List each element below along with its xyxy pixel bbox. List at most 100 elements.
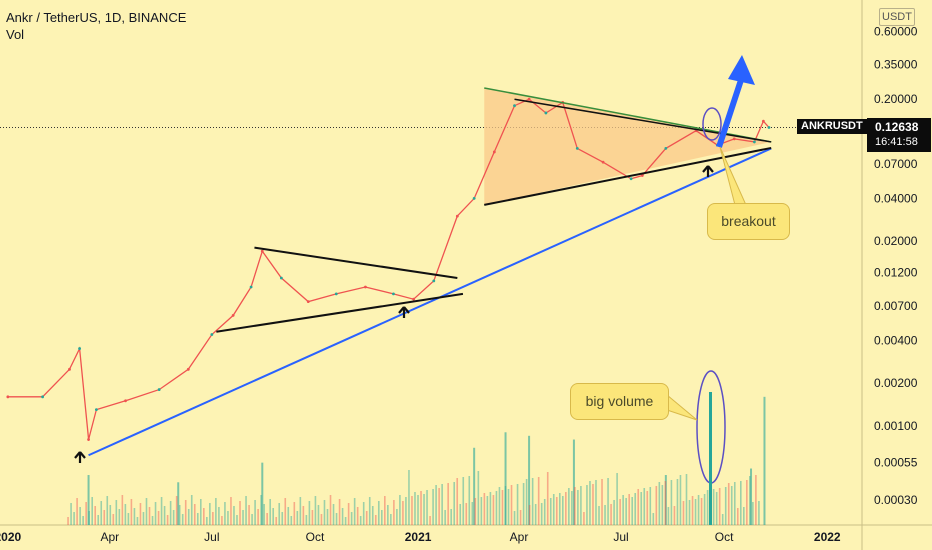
price-tick-label: 0.00700 [874,299,918,313]
big-volume-note-pointer [666,393,698,421]
volume-bar [133,508,136,525]
volume-bar [510,485,513,525]
volume-bar [758,501,760,525]
volume-bar [365,511,368,525]
volume-bar [664,481,667,525]
volume-bar [700,498,703,525]
volume-bar [477,471,480,525]
volume-bar [750,468,753,525]
volume-bar [637,489,640,525]
price-point [664,147,668,150]
price-point [412,297,416,301]
chart-title: Ankr / TetherUS, 1D, BINANCE [6,10,187,25]
triangle-2021-upper-black [514,98,772,143]
volume-bar [426,490,428,525]
volume-bar [718,488,721,525]
triangle-2020-lower [216,292,464,333]
volume-bar [522,483,525,525]
price-point [364,285,367,289]
volume-bar [384,496,386,525]
volume-bar [685,474,688,525]
volume-bar [233,506,235,525]
volume-bar [94,506,97,525]
volume-bar [73,512,75,525]
symbol-tag: ANKRUSDT [797,119,867,134]
volume-bar [625,498,627,525]
volume-bar [733,482,736,525]
breakout-note[interactable]: breakout [707,203,790,240]
volume-bar [175,496,178,525]
volume-bar [411,496,413,525]
volume-bar [453,482,456,525]
volume-bar [504,486,507,525]
volume-bar [263,504,265,525]
volume-bar [670,480,673,525]
volume-bar [148,507,151,525]
volume-bar [465,503,468,525]
price-point [210,333,214,336]
volume-bar [278,503,281,525]
volume-bar [572,439,575,525]
volume-bar [474,498,477,525]
volume-bar [405,497,407,525]
time-tick-label: Jul [204,530,219,544]
price-point [527,97,531,101]
volume-label: Vol [6,27,25,42]
volume-bar [184,500,187,525]
price-series-line [7,98,770,440]
volume-bar [242,510,244,525]
price-point [640,174,644,177]
time-tick-label: Apr [510,530,529,544]
volume-bar [396,509,398,525]
volume-bar [266,513,268,525]
volume-bar [299,497,302,525]
volume-bar [558,493,561,525]
volume-bar [658,482,661,525]
volume-bar [540,503,543,525]
price-tick-label: 0.35000 [874,58,918,72]
price-tick-label: 0.07000 [874,157,918,171]
volume-bar [646,491,649,525]
time-tick-label: 2020 [0,530,22,544]
volume-bar [145,498,148,525]
breakout-highlight-circle [702,107,722,141]
volume-bar [525,479,528,525]
volume-bar [323,500,326,525]
bar-countdown: 16:41:58 [875,136,918,148]
volume-bar [417,495,419,525]
volume-bar [308,501,311,525]
volume-bar [601,479,603,525]
volume-bar [100,501,103,525]
volume-bar [142,512,145,525]
volume-bar [543,499,546,525]
volume-bar [580,486,582,525]
volume-bar [115,500,118,525]
volume-bar [178,505,181,525]
volume-bar [287,507,290,525]
volume-bar [317,505,320,525]
currency-unit-badge[interactable]: USDT [879,8,915,26]
volume-bar [293,502,296,525]
volume-bar [290,516,293,525]
support-trendline [88,147,772,457]
big-volume-note[interactable]: big volume [570,383,669,420]
volume-bar [261,462,264,525]
volume-bar [468,476,471,525]
price-tick-label: 0.00400 [874,333,918,347]
time-tick-label: Apr [101,530,120,544]
volume-bar [679,475,682,525]
price-point [575,147,579,150]
volume-bar [87,475,90,525]
price-point [231,313,235,317]
volume-bar [166,515,169,525]
volume-bar [112,514,115,525]
volume-bar [245,496,247,525]
volume-bar [169,501,172,525]
volume-bar [215,498,217,525]
volume-bar [739,481,742,525]
volume-bar [610,504,612,525]
volume-bar [76,498,78,525]
volume-bar [390,514,392,525]
volume-bar [377,501,380,525]
